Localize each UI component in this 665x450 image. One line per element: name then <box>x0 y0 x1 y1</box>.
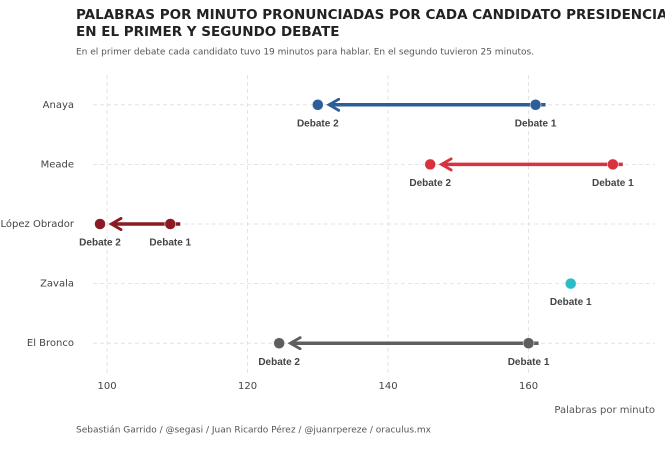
point <box>273 337 285 349</box>
y-tick-label: Meade <box>41 159 74 170</box>
point-label: Debate 1 <box>149 238 191 249</box>
point-label: Debate 2 <box>297 118 339 129</box>
point <box>522 337 535 349</box>
chart-subtitle: En el primer debate cada candidato tuvo … <box>76 48 534 58</box>
chart-title: EN EL PRIMER Y SEGUNDO DEBATE <box>76 24 340 40</box>
point-label: Debate 1 <box>508 357 550 368</box>
chart-title: PALABRAS POR MINUTO PRONUNCIADAS POR CAD… <box>76 7 665 23</box>
point-label: Debate 1 <box>550 297 592 308</box>
caption: Sebastián Garrido / @segasi / Juan Ricar… <box>76 425 432 436</box>
point <box>564 277 577 290</box>
y-tick-label: López Obrador <box>1 218 75 230</box>
point <box>164 218 177 230</box>
point-label: Debate 1 <box>592 178 634 189</box>
point <box>529 99 542 111</box>
x-tick-label: 140 <box>379 381 398 392</box>
point-label: Debate 2 <box>79 238 121 249</box>
point <box>312 99 324 111</box>
point <box>94 218 106 230</box>
y-tick-label: Zavala <box>40 279 74 290</box>
point <box>424 158 436 171</box>
point-label: Debate 2 <box>258 357 300 368</box>
x-axis-label: Palabras por minuto <box>554 405 655 416</box>
point-label: Debate 1 <box>515 118 557 129</box>
x-tick-label: 100 <box>98 381 117 392</box>
point-label: Debate 2 <box>409 178 451 189</box>
y-tick-label: Anaya <box>43 100 74 111</box>
point <box>607 158 619 171</box>
y-tick-label: El Bronco <box>27 338 74 349</box>
x-tick-label: 120 <box>238 381 257 392</box>
x-tick-label: 160 <box>519 381 538 392</box>
